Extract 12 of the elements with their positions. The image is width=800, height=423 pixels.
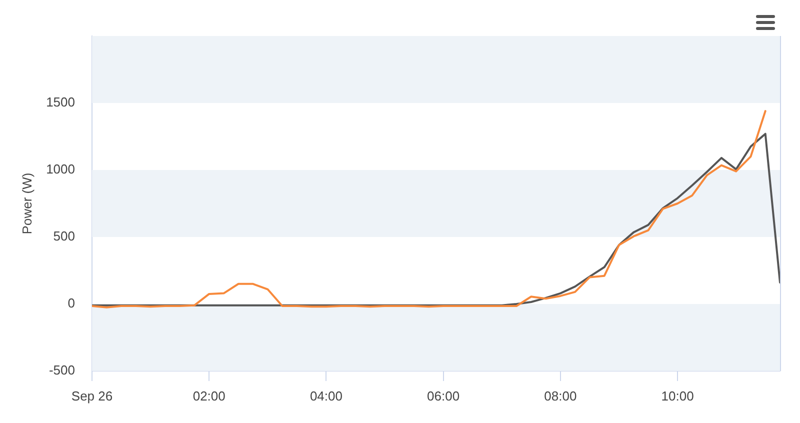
x-tick-label: 10:00 — [661, 388, 694, 404]
y-axis-title: Power (W) — [19, 172, 34, 234]
y-tick-label: 500 — [53, 228, 75, 244]
y-tick-label: -500 — [48, 362, 75, 378]
y-tick-label: 1500 — [46, 94, 75, 110]
y-tick-label: 1000 — [46, 162, 75, 177]
x-tick-label: 06:00 — [427, 388, 460, 404]
x-tick-label: 08:00 — [544, 388, 577, 404]
x-tick-label: Sep 26 — [71, 388, 113, 404]
x-tick-label: 04:00 — [310, 388, 342, 404]
x-tick-label: 02:00 — [192, 388, 226, 404]
y-tick-label: 0 — [68, 296, 75, 311]
